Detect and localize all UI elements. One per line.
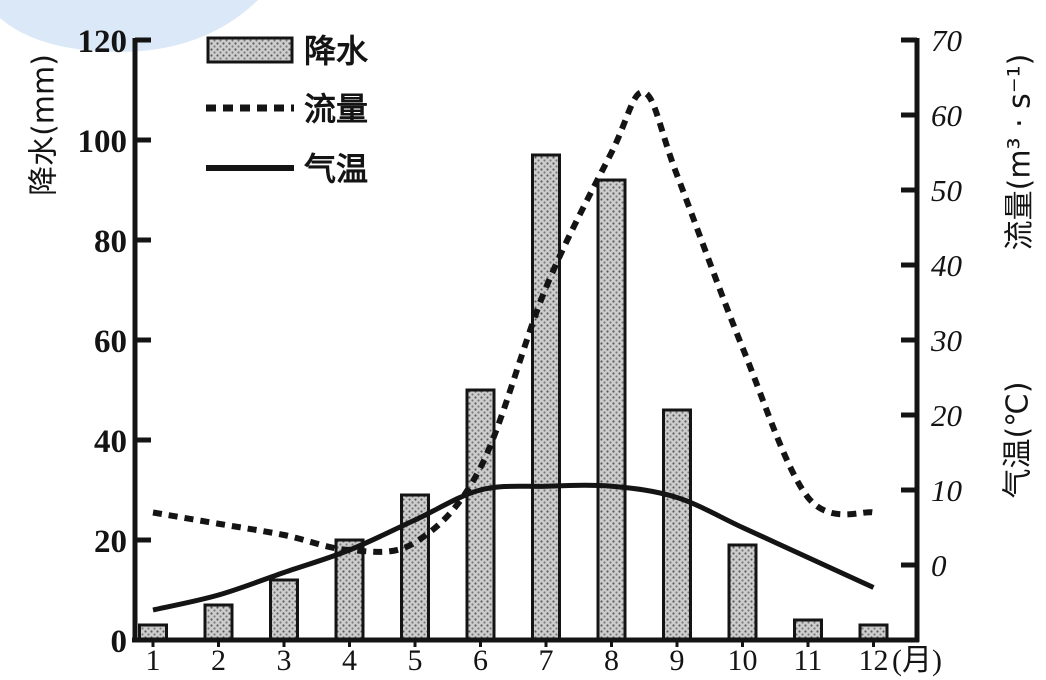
x-tick-label-3: 3 — [277, 644, 292, 677]
line-series — [152, 89, 875, 613]
bar-month-2 — [203, 603, 234, 642]
bar-month-9 — [662, 408, 692, 642]
left-tick-label-60: 60 — [94, 324, 127, 360]
bar-month-7 — [531, 153, 561, 642]
left-axis-title: 降水(mm) — [27, 54, 62, 196]
x-axis-unit: (月) — [892, 644, 942, 677]
x-tick-label-6: 6 — [473, 644, 488, 677]
x-tick-label-2: 2 — [211, 644, 226, 677]
bar-month-3 — [269, 578, 299, 642]
right-tick-label-50: 50 — [931, 173, 963, 208]
left-tick-label-0: 0 — [111, 624, 128, 660]
x-tick-label-4: 4 — [342, 644, 357, 677]
x-tick-label-5: 5 — [408, 644, 423, 677]
left-tick-label-40: 40 — [94, 424, 127, 460]
left-tick-label-20: 20 — [94, 524, 127, 560]
legend-swatch-precipitation — [206, 36, 294, 64]
bar-month-11 — [793, 618, 823, 642]
x-tick-label-10: 10 — [728, 644, 758, 677]
right-tick-label-0: 0 — [931, 548, 947, 583]
x-tick-label-12: 12 — [859, 644, 889, 677]
right-tick-label-20: 20 — [931, 398, 963, 433]
temperature-line — [152, 482, 875, 613]
bar-month-6 — [465, 388, 496, 642]
x-tick-label-1: 1 — [146, 644, 161, 677]
left-tick-label-100: 100 — [78, 124, 128, 160]
right-tick-label-70: 70 — [931, 23, 963, 58]
bar-month-8 — [596, 178, 627, 642]
right-tick-label-10: 10 — [931, 473, 963, 508]
x-tick-label-9: 9 — [670, 644, 685, 677]
x-tick-label-7: 7 — [539, 644, 554, 677]
x-tick-label-11: 11 — [794, 644, 823, 677]
right-tick-label-60: 60 — [931, 98, 963, 133]
left-tick-label-120: 120 — [78, 24, 128, 60]
watermark-shape — [0, 0, 258, 52]
legend-label-precipitation: 降水 — [304, 32, 369, 70]
right-tick-label-40: 40 — [931, 248, 963, 283]
right-axis-title-temperature: 气温(℃) — [1001, 381, 1036, 498]
flow-line — [152, 89, 875, 555]
legend-label-temperature: 气温 — [304, 150, 368, 188]
left-tick-label-80: 80 — [94, 224, 127, 260]
legend: 降水 流量 气温 — [206, 32, 369, 188]
bar-month-10 — [727, 543, 758, 642]
legend-label-flow: 流量 — [304, 90, 368, 128]
x-tick-label-8: 8 — [604, 644, 619, 677]
precipitation-bars — [138, 153, 889, 642]
right-tick-label-30: 30 — [930, 323, 963, 358]
right-axis-title-flow: 流量(m³ · s⁻¹) — [1003, 54, 1038, 251]
